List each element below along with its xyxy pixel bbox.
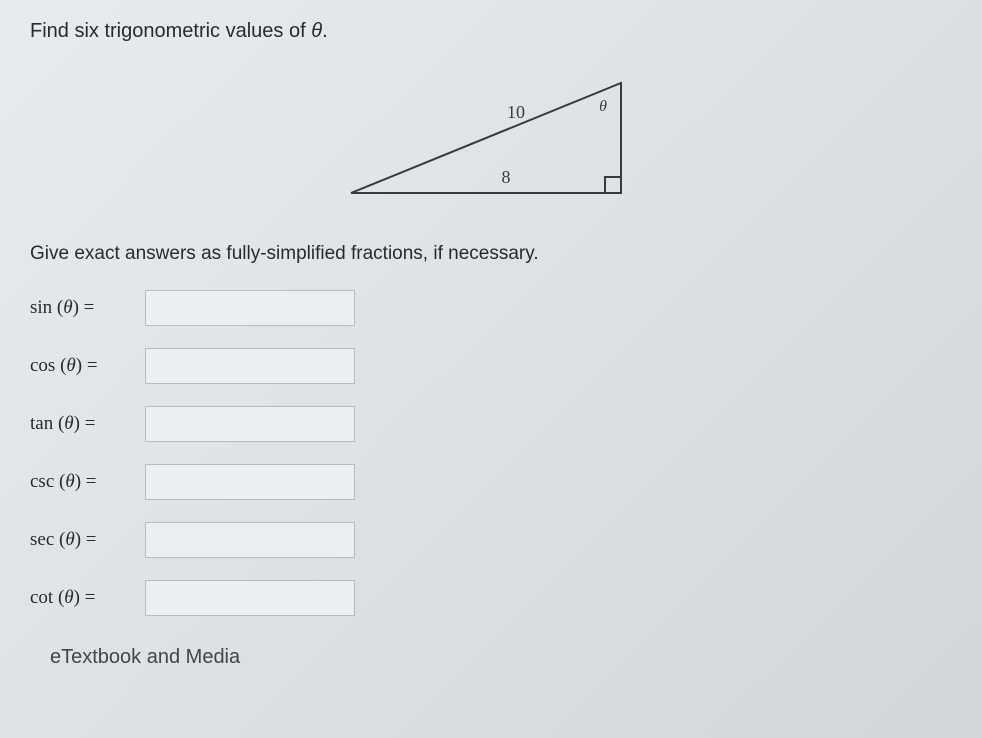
tan-input[interactable] bbox=[145, 406, 355, 442]
prompt-variable: θ bbox=[311, 20, 322, 42]
tan-row: tan (θ) = bbox=[30, 406, 952, 442]
cos-label: cos (θ) = bbox=[30, 355, 145, 377]
triangle-svg: 10 8 θ bbox=[331, 63, 651, 213]
sin-input[interactable] bbox=[145, 290, 355, 326]
question-prompt: Find six trigonometric values of θ. bbox=[30, 20, 952, 43]
triangle-shape bbox=[351, 83, 621, 193]
sin-row: sin (θ) = bbox=[30, 290, 952, 326]
tan-label: tan (θ) = bbox=[30, 413, 145, 435]
etextbook-link[interactable]: eTextbook and Media bbox=[50, 646, 952, 669]
answers-container: sin (θ) = cos (θ) = tan (θ) = csc (θ) = sec … bbox=[30, 290, 952, 616]
cot-input[interactable] bbox=[145, 580, 355, 616]
instruction-text: Give exact answers as fully-simplified f… bbox=[30, 243, 952, 265]
csc-row: csc (θ) = bbox=[30, 464, 952, 500]
cot-label: cot (θ) = bbox=[30, 587, 145, 609]
hypotenuse-label: 10 bbox=[507, 102, 525, 122]
sec-input[interactable] bbox=[145, 522, 355, 558]
base-label: 8 bbox=[502, 167, 511, 187]
cos-row: cos (θ) = bbox=[30, 348, 952, 384]
prompt-suffix: . bbox=[322, 20, 328, 42]
cos-input[interactable] bbox=[145, 348, 355, 384]
right-angle-box bbox=[605, 177, 621, 193]
sin-label: sin (θ) = bbox=[30, 297, 145, 319]
angle-label: θ bbox=[599, 98, 607, 115]
triangle-diagram: 10 8 θ bbox=[30, 63, 952, 218]
csc-input[interactable] bbox=[145, 464, 355, 500]
cot-row: cot (θ) = bbox=[30, 580, 952, 616]
sec-row: sec (θ) = bbox=[30, 522, 952, 558]
prompt-prefix: Find six trigonometric values of bbox=[30, 20, 311, 42]
csc-label: csc (θ) = bbox=[30, 471, 145, 493]
sec-label: sec (θ) = bbox=[30, 529, 145, 551]
